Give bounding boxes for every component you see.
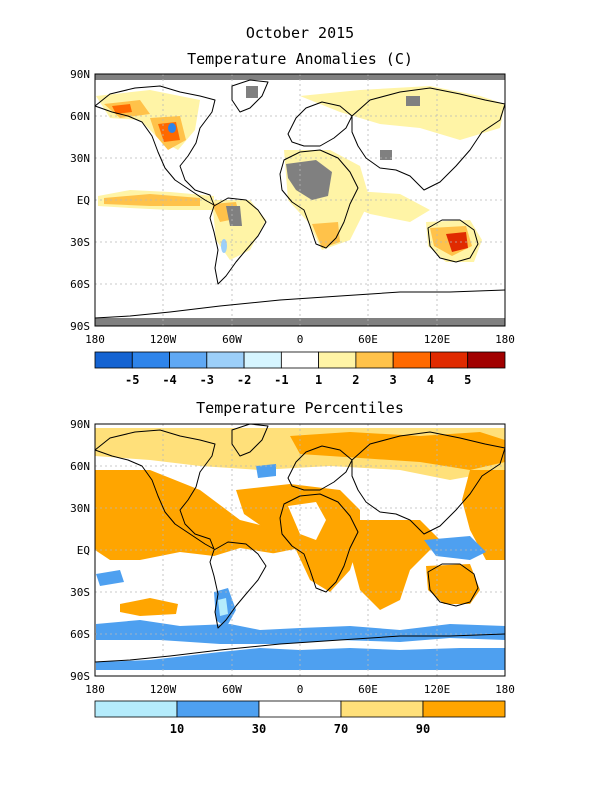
lat-label: EQ (77, 194, 90, 207)
lon-label: 180 (85, 683, 105, 696)
percentile-region-above-90-indian-ocean (350, 520, 440, 610)
lon-label: 0 (297, 333, 304, 346)
colorbar-swatch (169, 351, 208, 369)
percentile-region-above-90-south-pacific (120, 598, 178, 616)
colorbar-label: 3 (390, 373, 397, 387)
colorbar-swatch (422, 700, 506, 718)
lon-label: 120W (150, 683, 177, 696)
lat-label: 30N (70, 152, 90, 165)
anomaly-region-cold-argentina (221, 239, 227, 253)
colorbar-label: -4 (162, 373, 176, 387)
lon-label: 60E (358, 683, 378, 696)
percentile-region-above-90-pacific (95, 470, 300, 560)
lon-label: 120E (424, 683, 451, 696)
lat-label: 60S (70, 628, 90, 641)
colorbar-label: 2 (352, 373, 359, 387)
missing-data-band-south (95, 318, 505, 326)
colorbar-label: 10 (170, 722, 184, 736)
anomaly-region-warm-indian-ocean (340, 190, 430, 222)
percentile-region-normal-sahara (288, 502, 326, 540)
percentile-region-below-30-indonesia (424, 536, 486, 560)
percentile-colorbar: 10 30 70 90 (94, 700, 506, 736)
percentile-map-title: Temperature Percentiles (196, 399, 404, 417)
colorbar-swatch (467, 351, 506, 369)
colorbar-label: 1 (315, 373, 322, 387)
percentile-region-above-90-west-pacific (462, 470, 505, 560)
lat-label: 60N (70, 460, 90, 473)
colorbar-label: 5 (464, 373, 471, 387)
percentile-region-above-90-australia (426, 564, 480, 604)
lat-label: 60S (70, 278, 90, 291)
percentile-map: 90N 60N 30N EQ 30S 60S 90S 180 120W 60W … (70, 418, 515, 696)
percentile-region-below-30-siberia (256, 464, 276, 478)
anomaly-region-red-alaska (112, 104, 132, 114)
percentile-region-below-30-southern-ocean (96, 620, 505, 644)
anomaly-region-cold-canada (168, 123, 176, 133)
anomaly-colorbar: -5 -4 -3 -2 -1 1 2 3 4 5 (94, 351, 506, 387)
percentile-region-below-30-antarctica (96, 648, 505, 670)
lat-label: 90S (70, 670, 90, 683)
lon-label: 60W (222, 333, 242, 346)
colorbar-label: 70 (334, 722, 348, 736)
missing-data-asia (380, 150, 392, 160)
colorbar-swatch (392, 351, 431, 369)
percentile-region-below-10-south-america (218, 598, 228, 616)
lat-label: 90N (70, 418, 90, 431)
colorbar-label: 30 (252, 722, 266, 736)
colorbar-swatch (131, 351, 170, 369)
anomaly-map-frame (94, 73, 506, 327)
colorbar-swatch (243, 351, 282, 369)
lat-label: 90N (70, 68, 90, 81)
colorbar-swatch (94, 351, 133, 369)
colorbar-swatch (94, 700, 178, 718)
percentile-map-frame (94, 423, 506, 677)
lon-label: 60E (358, 333, 378, 346)
lon-label: 0 (297, 683, 304, 696)
colorbar-label: -1 (274, 373, 288, 387)
colorbar-swatch (318, 351, 357, 369)
colorbar-swatch (430, 351, 469, 369)
lon-label: 180 (495, 683, 515, 696)
anomaly-map: 90N 60N 30N EQ 30S 60S 90S 180 120W 60W … (70, 68, 515, 346)
lon-label: 60W (222, 683, 242, 696)
colorbar-label: -3 (200, 373, 214, 387)
missing-data-amazon (226, 206, 242, 226)
lat-label: 60N (70, 110, 90, 123)
percentile-region-above-90-north-asia (290, 432, 505, 470)
colorbar-swatch (355, 351, 394, 369)
lat-label: EQ (77, 544, 90, 557)
lat-label: 30S (70, 586, 90, 599)
lat-label: 90S (70, 320, 90, 333)
missing-data-siberia (406, 96, 420, 106)
colorbar-label: -5 (125, 373, 139, 387)
lat-label: 30N (70, 502, 90, 515)
colorbar-swatch (280, 351, 320, 369)
anomaly-region-warm-north-asia (300, 86, 505, 140)
percentile-region-above-90-atlantic-africa (236, 484, 360, 592)
figure-title: October 2015 (246, 24, 354, 42)
missing-data-band-north (95, 74, 505, 80)
missing-data-greenland (246, 86, 258, 98)
colorbar-label: 90 (416, 722, 430, 736)
colorbar-swatch (340, 700, 424, 718)
lat-label: 30S (70, 236, 90, 249)
colorbar-label: -2 (237, 373, 251, 387)
lon-label: 120E (424, 333, 451, 346)
anomaly-map-title: Temperature Anomalies (C) (187, 50, 413, 68)
lon-label: 180 (495, 333, 515, 346)
percentile-region-below-30-north-pacific (96, 570, 124, 586)
lon-label: 180 (85, 333, 105, 346)
colorbar-label: 4 (427, 373, 434, 387)
missing-data-sahara (286, 160, 332, 200)
colorbar-swatch (176, 700, 260, 718)
colorbar-swatch (258, 700, 342, 718)
lon-label: 120W (150, 333, 177, 346)
colorbar-swatch (206, 351, 245, 369)
percentile-region-normal-central-pacific (214, 548, 300, 606)
